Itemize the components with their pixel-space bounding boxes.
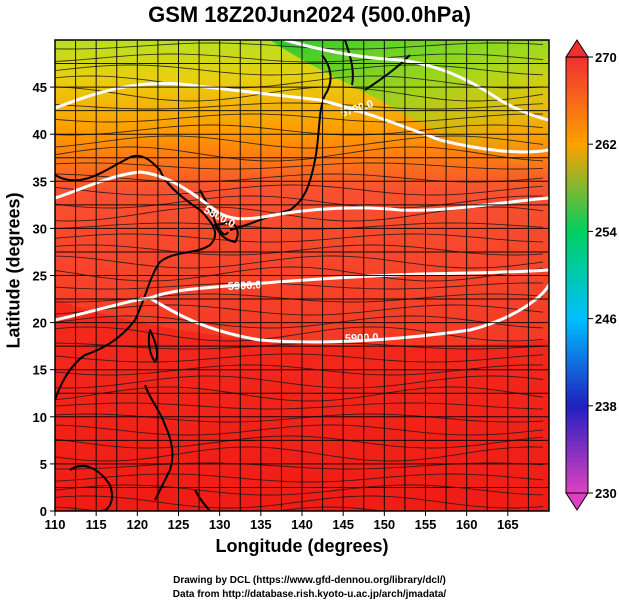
streamline: [55, 266, 544, 282]
streamline: [55, 413, 544, 423]
credit-drawing: Drawing by DCL (https://www.gfd-dennou.o…: [173, 575, 446, 586]
chart-title: GSM 18Z20Jun2024 (500.0hPa): [148, 2, 471, 27]
streamline: [55, 506, 383, 511]
x-tick-label: 145: [332, 517, 354, 532]
y-tick-label: 25: [33, 269, 47, 284]
x-axis: 110 115 120 125 130 135 140 145 150 155 160 165: [45, 511, 519, 532]
y-tick-label: 35: [33, 174, 47, 189]
coastline-philippines: [144, 384, 174, 501]
colorbar-tick-label: 246: [595, 312, 617, 327]
y-tick-label: 10: [33, 410, 47, 425]
streamline: [55, 282, 544, 290]
x-tick-label: 150: [373, 517, 395, 532]
streamline: [55, 113, 544, 123]
streamline: [55, 146, 544, 162]
colorbar-body: [565, 56, 589, 494]
colorbar-top-arrow: [565, 39, 589, 58]
grid-lines: [55, 40, 549, 511]
y-tick-label: 0: [40, 504, 47, 519]
coastline-taiwan: [147, 329, 159, 363]
streamline: [55, 386, 544, 402]
x-tick-label: 135: [250, 517, 272, 532]
coastline-new-guinea: [194, 489, 211, 511]
streamline: [55, 255, 544, 269]
streamline: [55, 424, 544, 436]
coastline-korea: [199, 189, 229, 236]
cold-region-north: [270, 40, 549, 170]
x-tick-label: 125: [168, 517, 190, 532]
streamline: [55, 195, 544, 209]
streamline: [55, 75, 544, 89]
contour-5800: [55, 170, 549, 221]
x-tick-label: 155: [415, 517, 437, 532]
streamline: [55, 473, 544, 483]
y-tick-label: 15: [33, 363, 47, 378]
y-axis-label: Latitude (degrees): [3, 192, 24, 349]
streamline: [55, 304, 544, 316]
streamline: [55, 495, 544, 509]
streamline: [55, 53, 544, 63]
streamline: [55, 64, 544, 76]
streamline: [55, 293, 544, 303]
colorbar: 230 238 246 254 262 270: [565, 39, 617, 511]
x-axis-label: Longitude (degrees): [215, 536, 389, 556]
colorbar-tick-label: 270: [595, 50, 617, 65]
streamline: [55, 135, 544, 149]
x-tick-label: 115: [86, 517, 107, 532]
streamline: [55, 162, 544, 170]
streamline: [55, 375, 544, 389]
streamline: [55, 326, 544, 342]
streamline: [55, 184, 544, 196]
y-tick-label: 5: [40, 457, 47, 472]
streamline: [55, 435, 544, 449]
y-tick-label: 40: [33, 127, 47, 142]
colorbar-bottom-arrow: [565, 492, 589, 511]
x-tick-label: 160: [456, 517, 478, 532]
streamline: [55, 42, 544, 50]
coastline-sakhalin: [344, 40, 354, 86]
coastline-borneo: [69, 465, 113, 511]
streamline: [55, 402, 544, 410]
colorbar-tick-label: 254: [595, 224, 617, 239]
contour-5700: [55, 81, 549, 154]
y-tick-label: 45: [33, 80, 47, 95]
contour-label: 5900.0: [345, 332, 379, 345]
x-tick-label: 110: [45, 517, 66, 532]
streamline: [55, 233, 544, 243]
colorbar-tick-label: 262: [595, 137, 617, 152]
contour-label: 5900.0: [228, 279, 262, 293]
streamline: [55, 124, 544, 136]
streamline: [55, 342, 544, 350]
y-tick-label: 30: [33, 221, 47, 236]
streamline: [55, 86, 544, 102]
streamline: [55, 446, 544, 462]
x-tick-label: 140: [291, 517, 313, 532]
x-tick-label: 165: [497, 517, 519, 532]
x-tick-label: 130: [209, 517, 231, 532]
colorbar-tick-label: 230: [595, 486, 617, 501]
credit-data-source: Data from http://database.rish.kyoto-u.a…: [172, 589, 447, 600]
x-tick-label: 120: [126, 517, 148, 532]
streamline: [55, 102, 544, 110]
streamline: [55, 353, 544, 363]
colorbar-tick-label: 238: [595, 399, 617, 414]
y-tick-label: 20: [33, 316, 47, 331]
streamline: [55, 484, 544, 496]
y-axis: 0 5 10 15 20 25 30 35 40 45: [33, 80, 55, 519]
streamline: [55, 173, 544, 183]
